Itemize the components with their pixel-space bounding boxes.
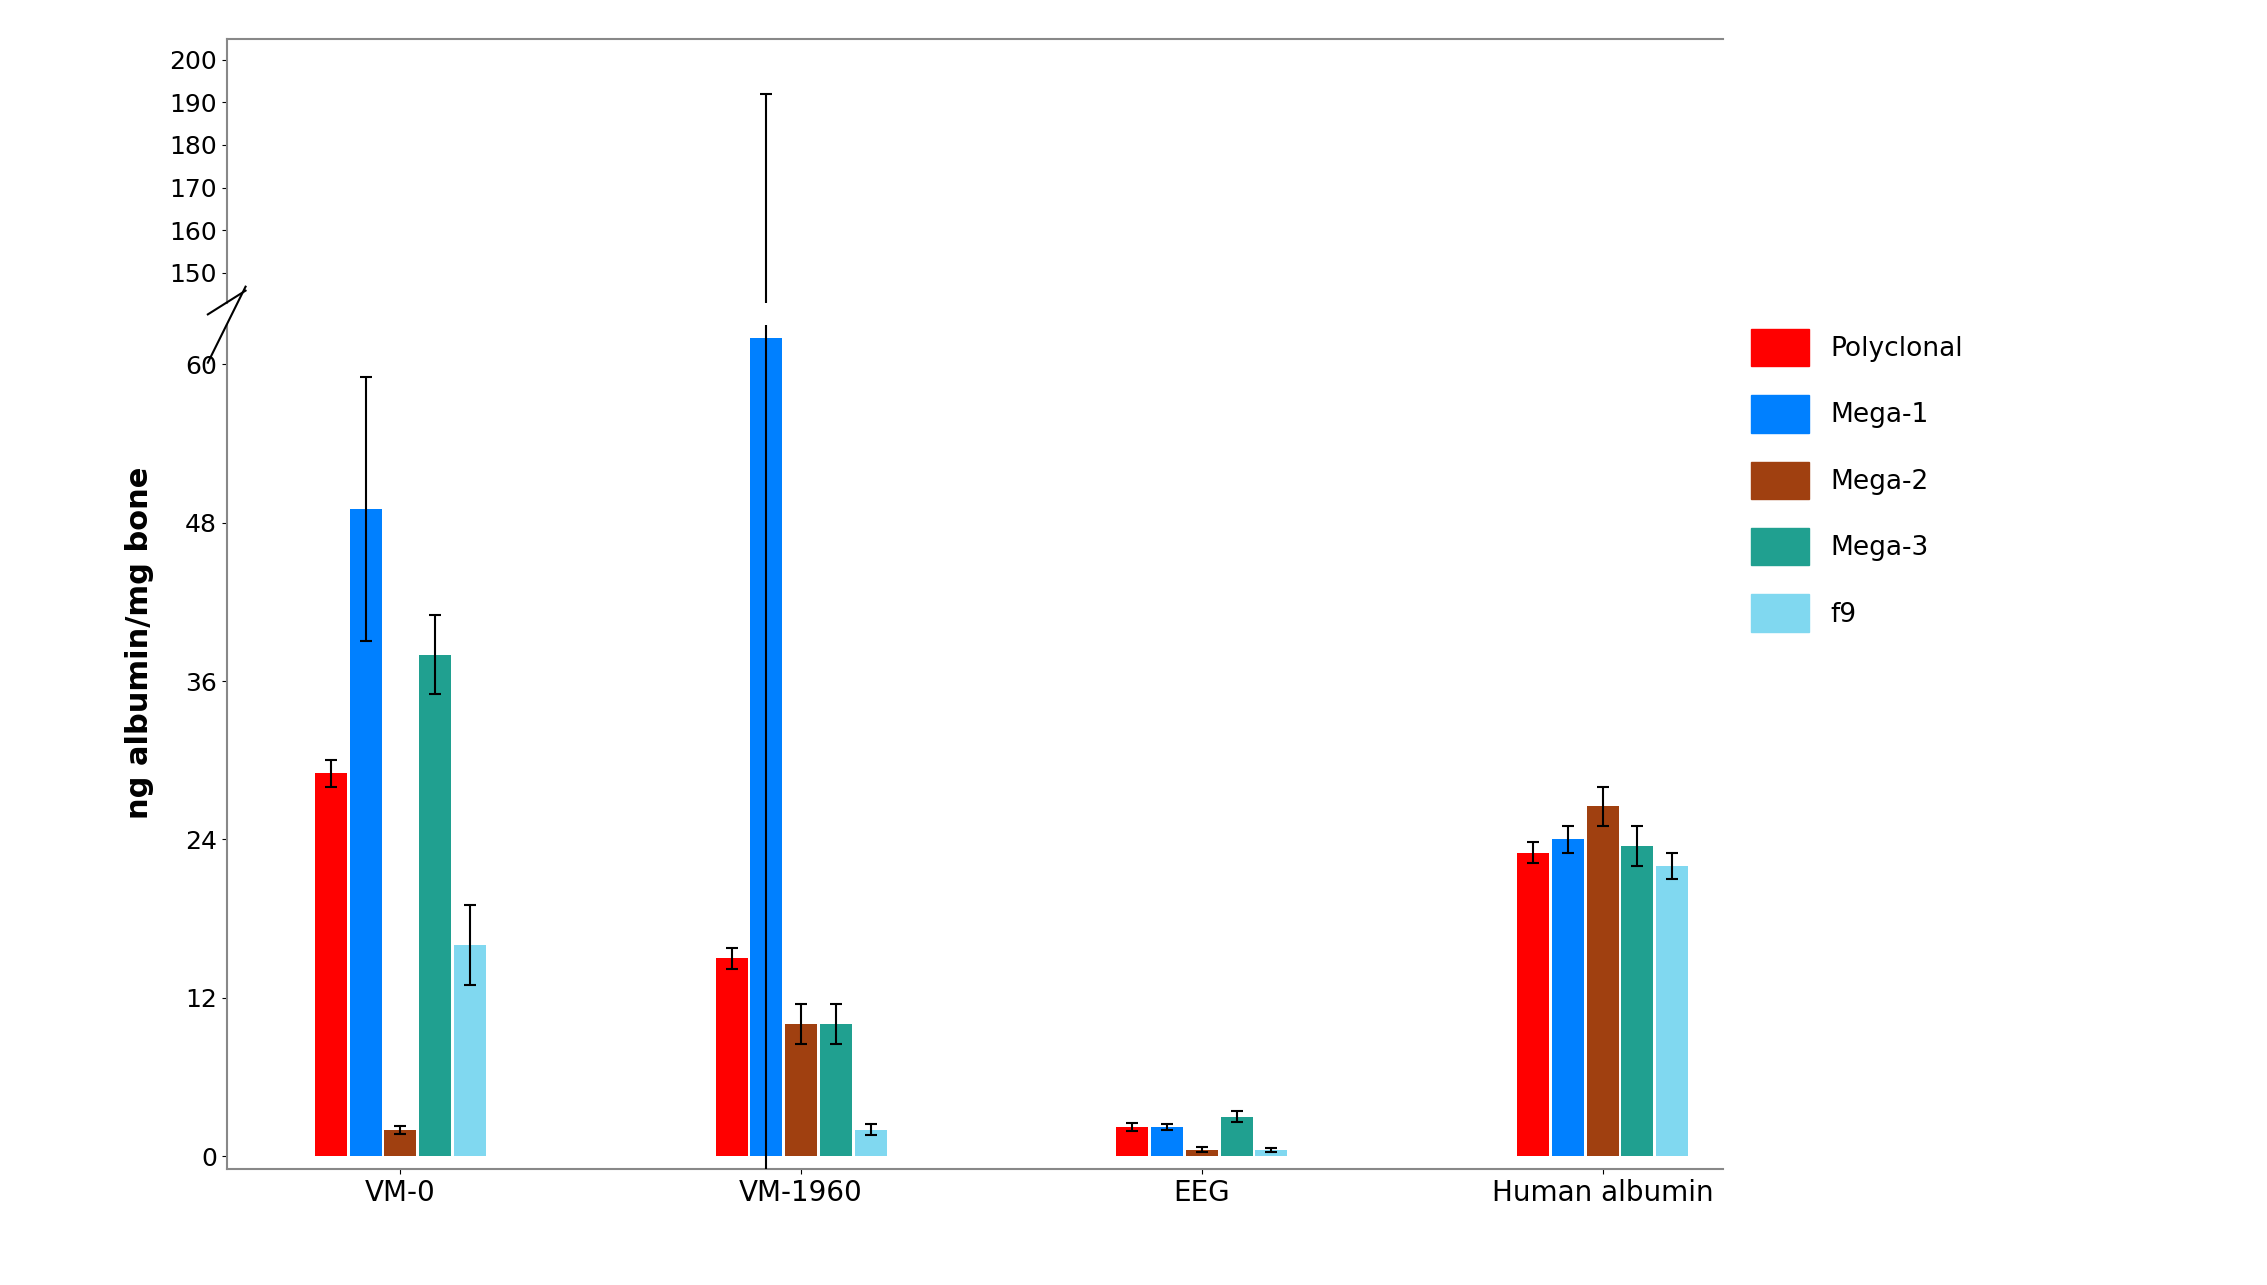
Bar xyxy=(784,869,816,911)
Bar xyxy=(1152,1127,1183,1156)
Bar xyxy=(1186,1150,1217,1156)
Bar xyxy=(855,1130,886,1157)
Bar xyxy=(716,847,748,911)
Bar xyxy=(385,903,417,911)
Bar xyxy=(821,869,852,911)
Bar xyxy=(453,843,485,911)
Bar xyxy=(1657,817,1689,911)
Bar xyxy=(1220,898,1254,911)
Bar xyxy=(349,703,381,911)
Bar xyxy=(385,1130,417,1157)
Bar xyxy=(1115,902,1149,911)
Legend: Polyclonal, Mega-1, Mega-2, Mega-3, f9: Polyclonal, Mega-1, Mega-2, Mega-3, f9 xyxy=(1750,329,1963,632)
Bar xyxy=(419,654,451,1156)
Bar xyxy=(1621,846,1653,1156)
Bar xyxy=(315,774,347,1156)
Bar xyxy=(1587,807,1619,1156)
Bar xyxy=(750,338,782,1156)
Bar xyxy=(453,944,485,1156)
Bar xyxy=(1256,1150,1288,1156)
Bar xyxy=(1587,798,1619,911)
Bar xyxy=(349,509,381,1156)
Bar xyxy=(1517,813,1548,911)
Bar xyxy=(1657,866,1689,1156)
Bar xyxy=(1186,910,1217,911)
Bar xyxy=(1553,810,1585,911)
Bar xyxy=(1553,839,1585,1156)
Bar xyxy=(1220,1117,1254,1156)
Text: ng albumin/mg bone: ng albumin/mg bone xyxy=(125,466,154,819)
Bar xyxy=(821,1024,852,1156)
Bar xyxy=(1152,902,1183,911)
Bar xyxy=(784,1024,816,1156)
Bar xyxy=(1621,811,1653,911)
Bar xyxy=(419,749,451,911)
Bar xyxy=(750,648,782,911)
Bar xyxy=(315,788,347,911)
Bar xyxy=(1115,1127,1149,1156)
Bar xyxy=(1517,853,1548,1156)
Bar xyxy=(855,903,886,911)
Bar xyxy=(1256,910,1288,911)
Bar xyxy=(716,959,748,1156)
